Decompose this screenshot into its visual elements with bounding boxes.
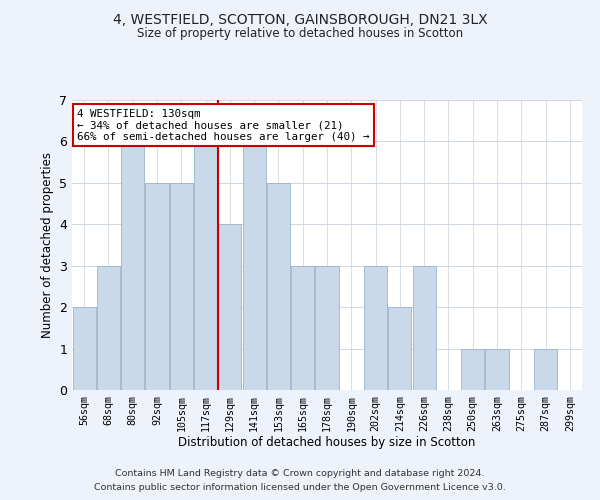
Text: 4 WESTFIELD: 130sqm
← 34% of detached houses are smaller (21)
66% of semi-detach: 4 WESTFIELD: 130sqm ← 34% of detached ho… (77, 108, 370, 142)
X-axis label: Distribution of detached houses by size in Scotton: Distribution of detached houses by size … (178, 436, 476, 450)
Bar (170, 183, 193, 390)
Bar (485, 348, 509, 390)
Bar (291, 266, 314, 390)
Text: Contains public sector information licensed under the Open Government Licence v3: Contains public sector information licen… (94, 484, 506, 492)
Y-axis label: Number of detached properties: Number of detached properties (41, 152, 53, 338)
Bar (388, 307, 412, 390)
Text: Size of property relative to detached houses in Scotton: Size of property relative to detached ho… (137, 28, 463, 40)
Bar (97, 266, 120, 390)
Bar (73, 307, 95, 390)
Bar (461, 348, 484, 390)
Bar (242, 142, 266, 390)
Bar (267, 183, 290, 390)
Text: Contains HM Land Registry data © Crown copyright and database right 2024.: Contains HM Land Registry data © Crown c… (115, 468, 485, 477)
Bar (218, 224, 241, 390)
Bar (316, 266, 338, 390)
Bar (121, 142, 144, 390)
Text: 4, WESTFIELD, SCOTTON, GAINSBOROUGH, DN21 3LX: 4, WESTFIELD, SCOTTON, GAINSBOROUGH, DN2… (113, 12, 487, 26)
Bar (413, 266, 436, 390)
Bar (534, 348, 557, 390)
Bar (194, 142, 217, 390)
Bar (364, 266, 387, 390)
Bar (145, 183, 169, 390)
